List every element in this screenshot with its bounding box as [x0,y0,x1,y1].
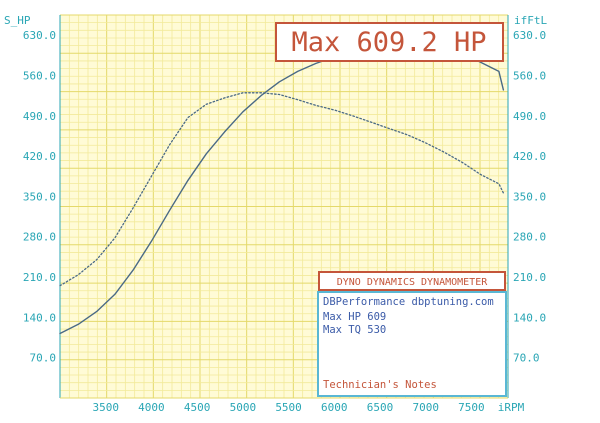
y-tick-label-right: 140.0 [513,311,546,324]
x-tick-label: 5500 [275,401,302,414]
left-axis-title: S_HP [4,14,31,27]
x-tick-label: 7500 [458,401,485,414]
x-tick-label: 3500 [92,401,119,414]
max-tq-line: Max TQ 530 [323,324,386,336]
max-hp-box-frame [275,22,504,62]
y-tick-label-right: 420.0 [513,150,546,163]
x-tick-label: 6500 [367,401,394,414]
x-tick-label: 7000 [412,401,439,414]
y-tick-label-right: 210.0 [513,271,546,284]
y-tick-label-right: 280.0 [513,231,546,244]
technician-notes-label: Technician's Notes [323,379,437,391]
max-hp-box: Max 609.2 HP [275,22,504,62]
x-tick-label: 6000 [321,401,348,414]
y-tick-label-left: 630.0 [23,29,56,42]
x-axis-ticks: 3500 4000 4500 5000 5500 6000 6500 7000 7500 iRPM [92,401,524,414]
max-hp-label: Max 609.2 HP [291,27,486,58]
company-line: DBPerformance dbptuning.com [323,296,494,308]
y-tick-label-right: 490.0 [513,110,546,123]
torque-curve [59,92,505,287]
right-axis-title: ifFtL [514,14,547,27]
right-y-axis-ticks: 70.0 140.0 210.0 280.0 350.0 420.0 490.0 560.0 6… [513,29,546,365]
y-tick-label-left: 280.0 [23,231,56,244]
dyno-title-frame [318,271,506,291]
info-box-frame [317,291,507,397]
dyno-legend-box: DYNO DYNAMICS DYNAMOMETER DBPerformance … [317,271,507,397]
y-tick-label-left: 70.0 [30,352,57,365]
y-tick-label-left: 350.0 [23,190,56,203]
y-tick-label-left: 560.0 [23,69,56,82]
x-tick-label: 4000 [138,401,165,414]
x-axis-unit-label: iRPM [498,401,525,414]
y-tick-label-left: 420.0 [23,150,56,163]
max-hp-line: Max HP 609 [323,311,386,323]
y-tick-label-right: 350.0 [513,190,546,203]
y-tick-label-left: 140.0 [23,311,56,324]
x-tick-label: 4500 [184,401,211,414]
left-y-axis-ticks: 70.0 140.0 210.0 280.0 350.0 420.0 490.0 560.0 6… [23,29,56,365]
y-tick-label-left: 210.0 [23,271,56,284]
y-tick-label-right: 560.0 [513,69,546,82]
y-tick-label-right: 630.0 [513,29,546,42]
y-tick-label-left: 490.0 [23,110,56,123]
y-tick-label-right: 70.0 [513,352,540,365]
dyno-title: DYNO DYNAMICS DYNAMOMETER [337,277,488,288]
x-tick-label: 5000 [230,401,257,414]
